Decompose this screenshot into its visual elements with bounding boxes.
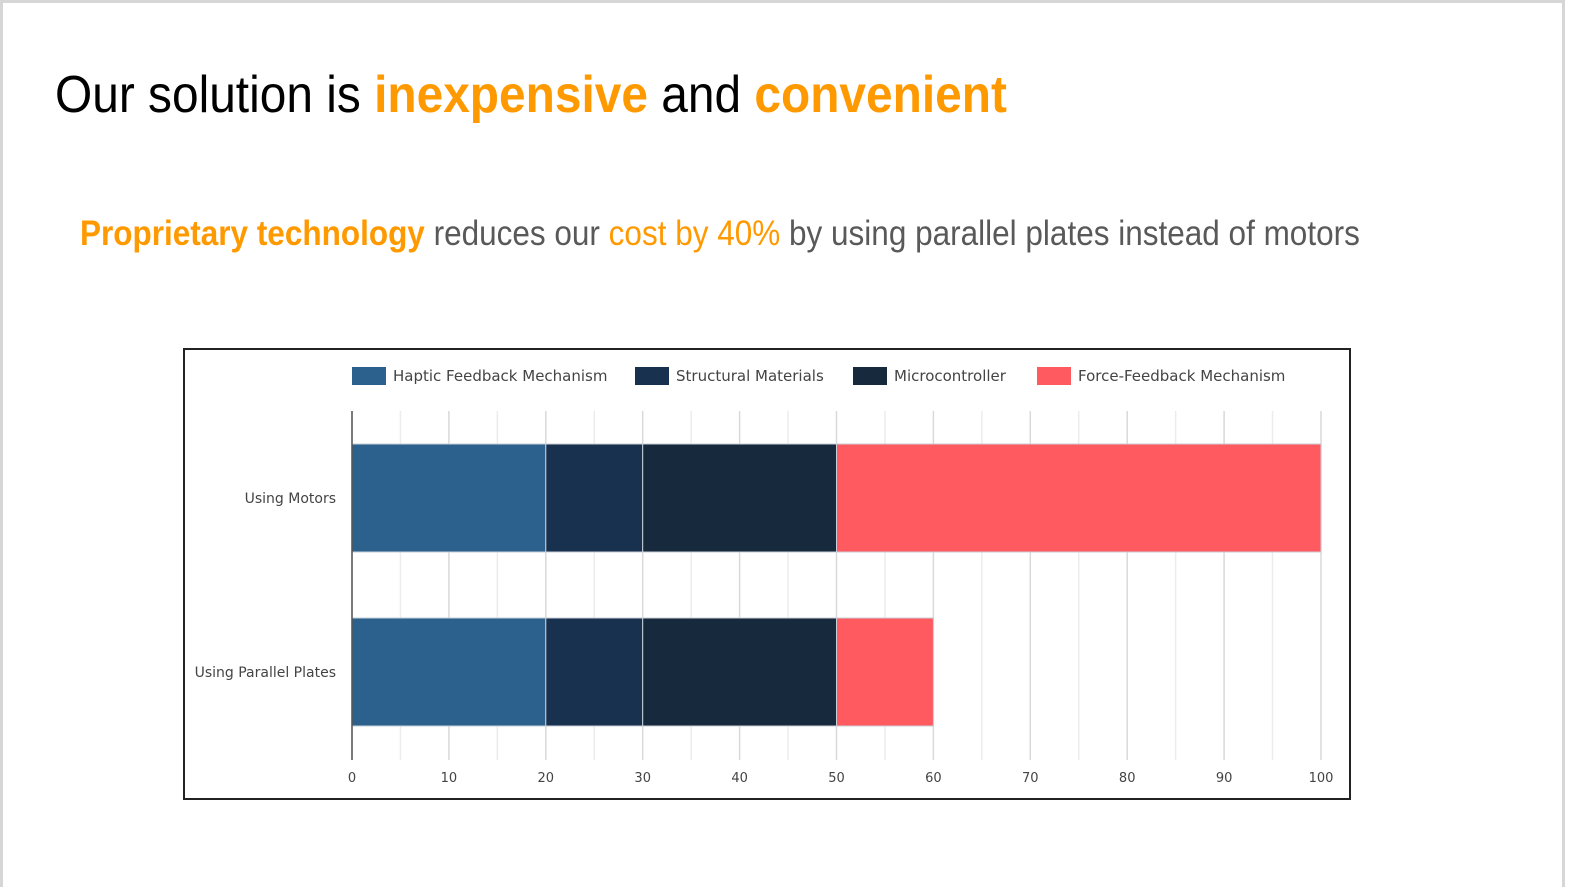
stacked-bar-chart: Using Motors Using Parallel Plates 0 10 20 30… [183,348,1351,800]
legend-swatch [635,367,669,385]
title-highlight-inexpensive: inexpensive [374,66,648,124]
x-tick-label: 10 [441,771,458,786]
legend-label: Force-Feedback Mechanism [1078,367,1285,385]
legend-label: Microcontroller [894,367,1007,385]
bar-segment [351,443,547,553]
legend-swatch [352,367,386,385]
slide-subtitle: Proprietary technology reduces our cost … [80,207,1466,261]
title-highlight-convenient: convenient [754,66,1007,124]
x-tick-label: 60 [925,771,942,786]
subtitle-cost-reduction: cost by 40% [608,214,781,253]
slide-title: Our solution is inexpensive and convenie… [55,65,1007,125]
x-tick-label: 20 [538,771,555,786]
x-tick-label: 40 [731,771,748,786]
x-tick-label: 30 [634,771,651,786]
legend-item: Structural Materials [635,367,824,385]
subtitle-proprietary-technology: Proprietary technology [80,214,425,253]
category-label: Using Motors [245,491,336,507]
legend-item: Force-Feedback Mechanism [1037,367,1285,385]
chart-canvas: Using Motors Using Parallel Plates 0 10 20 30… [195,367,1334,786]
legend-label: Haptic Feedback Mechanism [393,367,607,385]
bar-segment [545,443,644,553]
title-part: Our solution is [55,66,375,124]
legend-item: Haptic Feedback Mechanism [352,367,607,385]
x-tick-label: 80 [1119,771,1136,786]
legend-item: Microcontroller [853,367,1007,385]
bars [351,443,1322,727]
x-tick-label: 100 [1309,771,1334,786]
legend-swatch [853,367,887,385]
bar-segment [836,617,934,727]
legend-label: Structural Materials [676,367,824,385]
subtitle-part: reduces our [424,214,609,253]
axes: Using Motors Using Parallel Plates 0 10 20 30… [195,411,1334,786]
title-part: and [647,66,755,124]
x-tick-label: 0 [348,771,356,786]
bar-segment [545,617,644,727]
bar-segment [351,617,547,727]
x-tick-label: 70 [1022,771,1039,786]
legend-swatch [1037,367,1071,385]
bar-segment [836,443,1322,553]
x-tick-label: 90 [1216,771,1233,786]
x-tick-label: 50 [828,771,845,786]
subtitle-part: by using parallel plates instead of moto… [780,214,1360,253]
bar-segment [642,443,838,553]
bar-segment [642,617,838,727]
legend: Haptic Feedback Mechanism Structural Mate… [352,367,1285,385]
category-label: Using Parallel Plates [195,665,336,681]
